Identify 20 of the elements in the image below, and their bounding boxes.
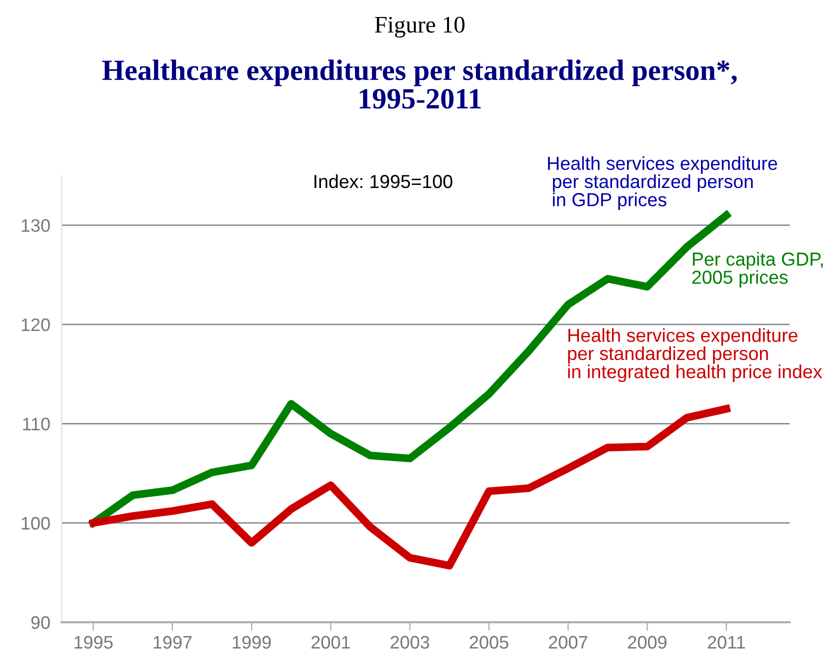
x-tick-label: 2009: [628, 636, 666, 649]
annotation: Index: 1995=100: [314, 174, 452, 188]
annotation: Health services expenditure per standardized person in GDP prices: [548, 156, 778, 210]
x-tick-label: 2005: [470, 636, 508, 649]
y-tick-label: 100: [22, 516, 50, 530]
series-label: Per capita GDP, 2005 prices: [692, 252, 823, 288]
chart-title: Figure 10: [374, 16, 465, 38]
x-tick-label: 2003: [390, 636, 430, 649]
x-tick-label: 1997: [154, 636, 192, 649]
x-tick-label: 1995: [74, 636, 113, 649]
y-tick-label: 120: [22, 318, 50, 332]
chart-subtitle: Healthcare expenditures per standardized person*, 1995-2011: [102, 60, 737, 109]
x-tick-label: 2001: [312, 636, 350, 649]
x-tick-label: 2007: [548, 636, 588, 649]
y-tick-label: 110: [23, 418, 50, 430]
x-tick-label: 2011: [708, 636, 745, 649]
text: Health services expenditure per standardized person in integrated health price index: [568, 328, 822, 382]
y-tick-label: 90: [31, 616, 50, 629]
y-tick-label: 130: [22, 219, 50, 232]
x-tick-label: 1999: [232, 636, 271, 649]
